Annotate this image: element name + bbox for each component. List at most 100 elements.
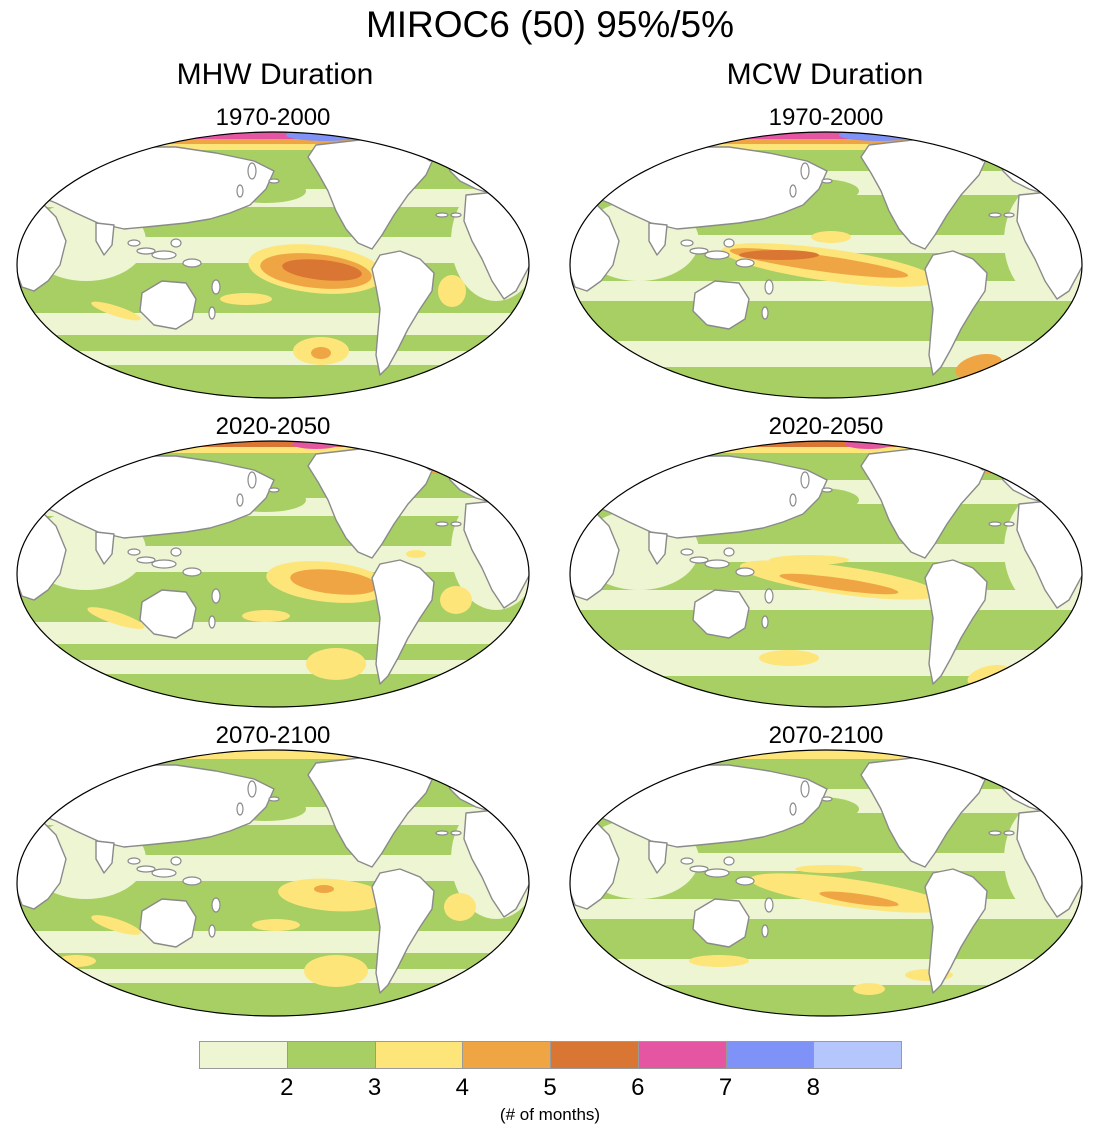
contour-band <box>570 281 1082 301</box>
island <box>151 559 177 569</box>
contour-region <box>444 893 476 921</box>
contour-region <box>314 885 334 893</box>
island <box>236 493 244 507</box>
colorbar-tick-label: 3 <box>367 1074 382 1101</box>
contour-band <box>570 441 1082 447</box>
continent-south-america <box>371 868 435 994</box>
contour-band <box>570 447 1082 453</box>
island <box>800 162 810 180</box>
contour-region <box>689 955 749 967</box>
island <box>170 238 182 248</box>
island <box>151 868 177 878</box>
island <box>247 471 257 489</box>
contour-region <box>779 573 899 595</box>
panel-title-mhw-1: 1970-2000 <box>215 104 331 131</box>
contour-region <box>56 955 96 967</box>
continent-australia <box>139 280 197 330</box>
map-mcw-1970-2000 <box>569 131 1083 399</box>
island <box>211 279 221 295</box>
island <box>761 924 769 938</box>
island <box>136 865 156 873</box>
island <box>689 247 709 255</box>
contour-region <box>292 441 340 449</box>
contour-region <box>242 610 290 622</box>
colorbar-units: (# of months) <box>499 1105 601 1124</box>
contour-band <box>17 750 529 759</box>
contour-band <box>17 447 529 453</box>
map-field <box>570 750 1082 1016</box>
island <box>704 250 730 260</box>
contour-band <box>17 660 529 674</box>
contour-band <box>17 969 529 983</box>
map-mcw-2020-2050 <box>569 440 1083 708</box>
colorbar-box-2 <box>286 1041 376 1069</box>
contour-region <box>282 259 362 281</box>
contour-region <box>220 293 272 305</box>
continent-india <box>95 222 115 256</box>
map-mhw-2070-2100 <box>16 749 530 1017</box>
contour-region <box>973 132 1005 142</box>
contour-region <box>278 878 386 912</box>
map-mhw-1970-2000 <box>16 131 530 399</box>
island <box>789 184 797 198</box>
island <box>789 802 797 816</box>
map-field <box>17 441 529 707</box>
island <box>211 588 221 604</box>
island <box>182 258 202 268</box>
island <box>435 830 449 836</box>
island <box>182 567 202 577</box>
contour-region <box>290 569 378 595</box>
island <box>435 212 449 218</box>
island <box>268 796 280 802</box>
column-title-mhw: MHW Duration <box>176 58 374 91</box>
contour-band <box>570 139 1082 144</box>
contour-band <box>17 622 529 644</box>
island <box>450 521 462 527</box>
island <box>689 865 709 873</box>
continent-india <box>95 531 115 565</box>
island <box>723 856 735 866</box>
contour-region <box>819 891 899 907</box>
continent-australia <box>692 589 750 639</box>
continent-south-america <box>924 868 988 994</box>
map-field <box>570 441 1082 707</box>
island <box>764 897 774 913</box>
contour-region <box>87 607 145 629</box>
contour-band <box>570 650 1082 676</box>
map-outline <box>16 131 530 399</box>
contour-region <box>795 865 863 873</box>
contour-region <box>759 650 819 666</box>
island <box>764 279 774 295</box>
contour-band <box>570 590 1082 610</box>
continent-india <box>648 840 668 874</box>
contour-region <box>420 132 452 142</box>
island <box>680 239 694 247</box>
island <box>1003 830 1015 836</box>
colorbar <box>199 1041 902 1069</box>
continent-australia <box>692 898 750 948</box>
island <box>704 559 730 569</box>
island <box>680 857 694 865</box>
contour-region <box>406 550 426 558</box>
island <box>789 493 797 507</box>
panel-title-mhw-2: 2020-2050 <box>215 413 331 440</box>
contour-band <box>17 351 529 365</box>
contour-band <box>570 959 1082 985</box>
continent-australia <box>139 589 197 639</box>
island <box>236 184 244 198</box>
map-outline <box>16 749 530 1017</box>
colorbar-tick-label: 7 <box>718 1074 733 1101</box>
colorbar-tick-label: 5 <box>543 1074 557 1101</box>
colorbar-box-5 <box>550 1041 639 1069</box>
contour-region <box>252 919 300 931</box>
island <box>735 567 755 577</box>
island <box>450 212 462 218</box>
island <box>800 780 810 798</box>
island <box>988 212 1002 218</box>
colorbar-tick-label: 8 <box>806 1074 820 1101</box>
contour-region <box>91 915 141 935</box>
figure-title: MIROC6 (50) 95%/5% <box>365 4 735 45</box>
island <box>136 556 156 564</box>
panel-title-mcw-2: 2020-2050 <box>768 413 884 440</box>
colorbar-tick-label: 6 <box>631 1074 645 1101</box>
